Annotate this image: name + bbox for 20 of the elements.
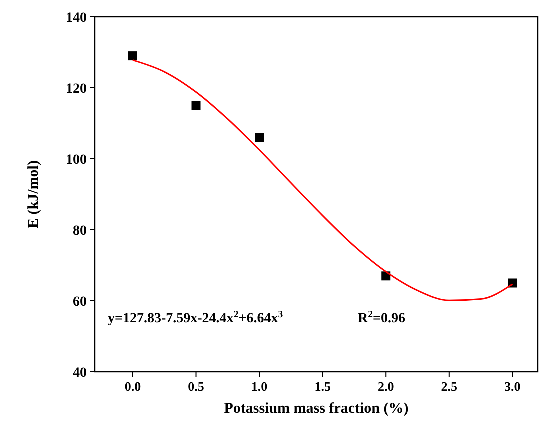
annotation: y=127.83-7.59x-24.4x$^{2}$+6.64x$^{3}$: [108, 308, 284, 326]
y-tick-label: 100: [66, 153, 87, 168]
annotation: R$^{2}$=0.96: [358, 308, 406, 326]
x-tick-label: 1.5: [314, 379, 332, 394]
x-tick-label: 2.5: [441, 379, 458, 394]
y-tick-label: 60: [73, 295, 87, 310]
y-axis-title: E (kJ/mol): [26, 160, 42, 228]
y-tick-label: 140: [66, 11, 87, 26]
x-tick-label: 3.0: [504, 379, 521, 394]
x-tick-label: 1.0: [251, 379, 268, 394]
x-tick-label: 0.5: [188, 379, 205, 394]
x-tick-label: 2.0: [378, 379, 394, 394]
y-tick-label: 120: [66, 82, 87, 97]
x-axis-title: Potassium mass fraction (%): [224, 401, 409, 417]
x-tick-label: 0.0: [124, 379, 142, 394]
point: [192, 101, 201, 110]
point: [128, 52, 138, 61]
point: [255, 133, 264, 142]
y-tick-label: 80: [73, 224, 87, 239]
y-tick-label: 40: [73, 366, 87, 381]
